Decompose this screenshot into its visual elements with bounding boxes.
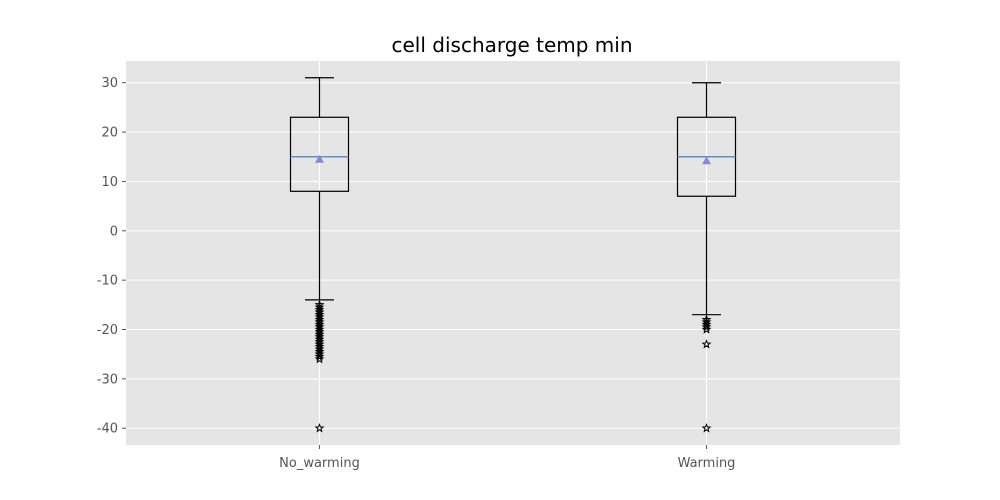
box-iqr <box>289 116 350 192</box>
outlier-point <box>701 321 712 332</box>
chart-title: cell discharge temp min <box>392 33 633 57</box>
x-tick-label: Warming <box>678 456 736 471</box>
y-tick-label: 20 <box>101 126 118 141</box>
y-tick-label: 10 <box>101 175 118 190</box>
box-series <box>289 77 737 433</box>
plot-area <box>126 61 900 445</box>
box-group <box>289 77 350 433</box>
y-tick-label: 30 <box>101 76 118 91</box>
outlier-point <box>314 353 325 364</box>
outlier-point <box>701 422 712 433</box>
y-tick-label: -10 <box>97 274 118 289</box>
y-tick-label: -30 <box>97 372 118 387</box>
y-tick-label: -40 <box>97 422 118 437</box>
x-axis-ticks: No_warming Warming <box>279 445 735 471</box>
outlier-point <box>701 339 712 349</box>
y-tick-label: -20 <box>97 323 118 338</box>
mean-marker <box>702 156 711 165</box>
box-group <box>676 82 737 433</box>
mean-marker <box>315 154 324 163</box>
outlier-point <box>701 324 712 334</box>
grid-lines <box>126 61 900 445</box>
y-tick-label: 0 <box>110 224 118 239</box>
outlier-point <box>314 351 325 361</box>
x-tick-label: No_warming <box>279 456 360 471</box>
y-axis-ticks: 30 20 10 0 -10 -20 -30 -40 <box>97 76 126 437</box>
outlier-point <box>314 422 325 433</box>
